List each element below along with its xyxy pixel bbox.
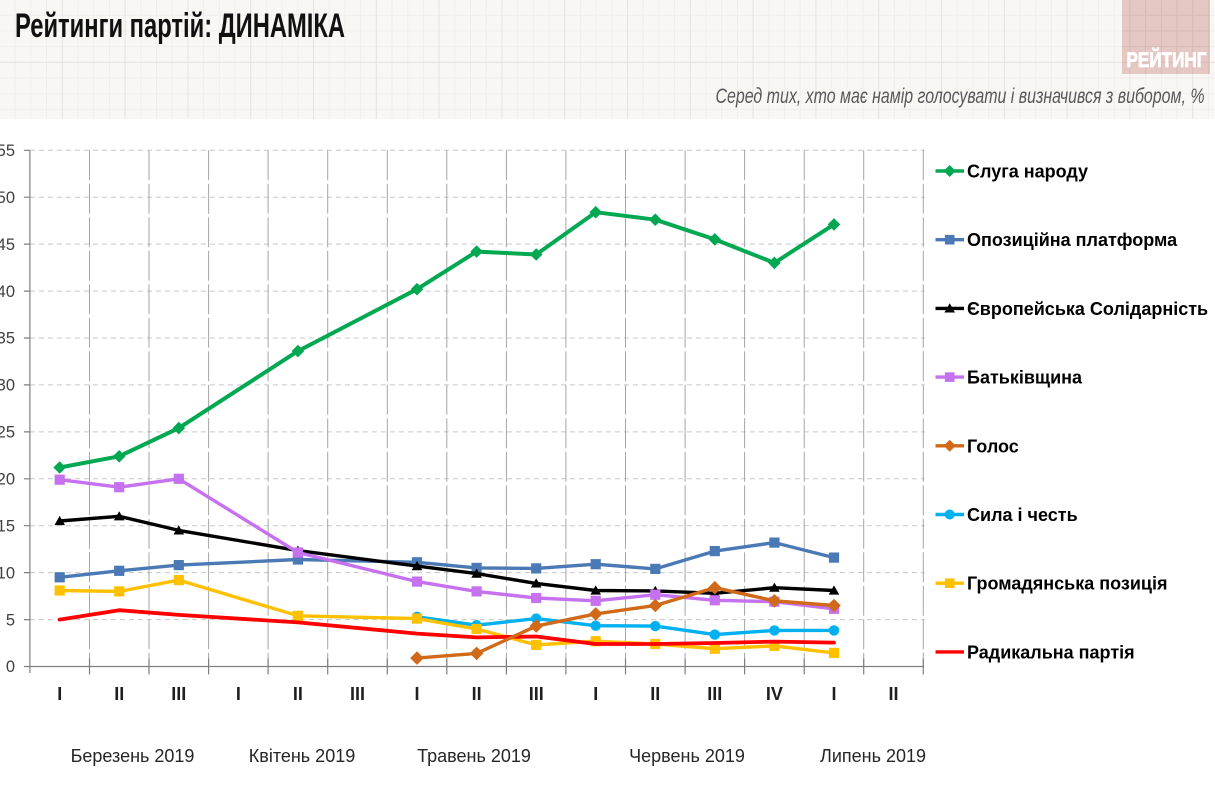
svg-text:III: III [529,684,544,704]
svg-text:Липень 2019: Липень 2019 [820,746,926,766]
svg-text:15: 15 [0,517,15,535]
svg-text:20: 20 [0,471,15,489]
svg-text:II: II [888,684,898,704]
svg-text:РЕЙТИНГ: РЕЙТИНГ [1127,48,1207,72]
svg-text:Травень 2019: Травень 2019 [417,746,531,766]
svg-text:55: 55 [0,142,15,160]
svg-text:5: 5 [6,611,15,629]
svg-text:10: 10 [0,564,15,582]
svg-text:II: II [472,684,482,704]
svg-text:50: 50 [0,189,15,207]
svg-text:I: I [414,684,419,704]
svg-text:Громадянська позиція: Громадянська позиція [967,574,1167,594]
svg-text:III: III [707,684,722,704]
svg-text:40: 40 [0,283,15,301]
svg-text:Серед тих, хто має намір голос: Серед тих, хто має намір голосувати і ви… [716,85,1205,108]
svg-text:25: 25 [0,424,15,442]
svg-text:Червень 2019: Червень 2019 [629,746,745,766]
svg-text:Радикальна партія: Радикальна партія [967,642,1135,662]
svg-text:45: 45 [0,236,15,254]
svg-text:Рейтинги партій: ДИНАМІКА: Рейтинги партій: ДИНАМІКА [15,7,345,45]
svg-text:II: II [293,684,303,704]
svg-text:Батьківщина: Батьківщина [967,368,1083,388]
svg-text:III: III [350,684,365,704]
svg-text:Слуга народу: Слуга народу [967,162,1088,182]
svg-text:Опозиційна платформа: Опозиційна платформа [967,230,1178,250]
svg-text:30: 30 [0,377,15,395]
svg-text:I: I [57,684,62,704]
svg-text:IV: IV [766,684,783,704]
svg-text:I: I [831,684,836,704]
svg-text:Голос: Голос [967,436,1019,456]
svg-text:III: III [171,684,186,704]
svg-text:Квітень 2019: Квітень 2019 [249,746,355,766]
svg-text:I: I [236,684,241,704]
svg-text:0: 0 [6,658,15,676]
svg-text:35: 35 [0,330,15,348]
svg-text:II: II [650,684,660,704]
svg-text:Європейська Солідарність: Європейська Солідарність [967,299,1208,319]
svg-text:Березень 2019: Березень 2019 [71,746,195,766]
svg-text:II: II [114,684,124,704]
svg-text:I: I [593,684,598,704]
svg-text:Сила і честь: Сила і честь [967,505,1078,525]
